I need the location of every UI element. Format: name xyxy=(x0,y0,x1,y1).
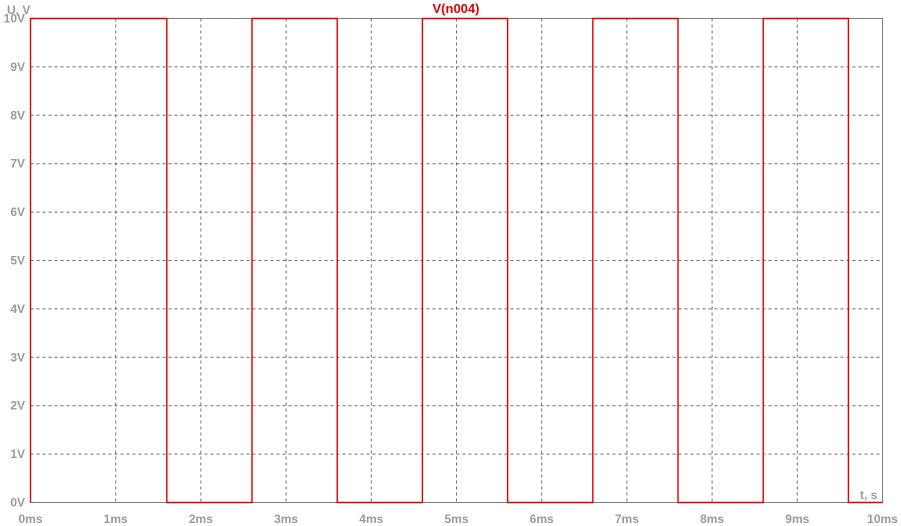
x-tick-label: 2ms xyxy=(189,512,213,526)
y-tick-label: 9V xyxy=(10,60,25,74)
y-tick-label: 0V xyxy=(10,496,25,510)
y-tick-label: 10V xyxy=(4,12,25,26)
series-line xyxy=(29,17,883,504)
y-tick-labels: 0V 1V 2V 3V 4V 5V 6V 7V 8V 9V 10V xyxy=(4,12,25,510)
x-tick-label: 5ms xyxy=(444,512,468,526)
x-tick-label: 0ms xyxy=(18,512,42,526)
grid-lines xyxy=(30,18,883,503)
x-tick-label: 10ms xyxy=(867,512,898,526)
x-tick-label: 7ms xyxy=(615,512,639,526)
y-tick-label: 2V xyxy=(10,399,25,413)
x-tick-label: 4ms xyxy=(359,512,383,526)
x-tick-label: 3ms xyxy=(274,512,298,526)
x-tick-labels: 0ms 1ms 2ms 3ms 4ms 5ms 6ms 7ms 8ms 9ms 10ms xyxy=(18,512,898,526)
series-layer xyxy=(29,17,883,504)
x-tick-label: 9ms xyxy=(785,512,809,526)
y-tick-label: 5V xyxy=(10,254,25,268)
y-tick-label: 7V xyxy=(10,157,25,171)
x-tick-label: 1ms xyxy=(104,512,128,526)
series-title: V(n004) xyxy=(433,1,480,16)
y-tick-label: 6V xyxy=(10,205,25,219)
y-tick-label: 4V xyxy=(10,302,25,316)
x-tick-label: 6ms xyxy=(530,512,554,526)
y-tick-label: 1V xyxy=(10,447,25,461)
y-tick-label: 3V xyxy=(10,350,25,364)
x-tick-label: 8ms xyxy=(700,512,724,526)
y-axis-label: U, V xyxy=(7,3,30,17)
x-axis-label: t, s xyxy=(860,488,878,502)
y-tick-label: 8V xyxy=(10,108,25,122)
